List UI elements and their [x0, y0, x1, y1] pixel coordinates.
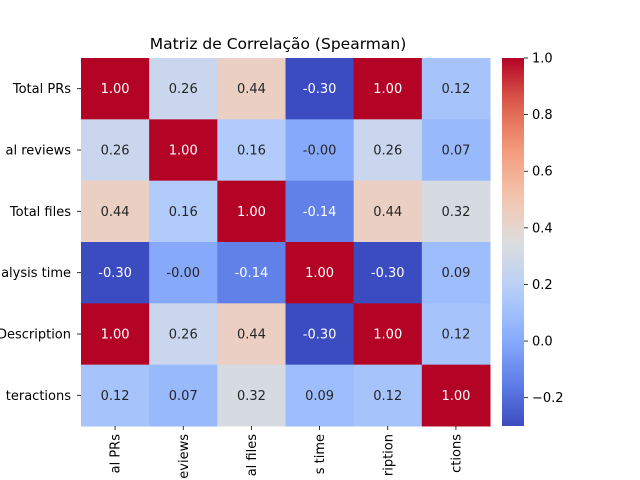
- heatmap-cell: [217, 242, 286, 304]
- cell-value-label: 1.00: [373, 328, 402, 343]
- column-tick-labels: al PRs eviews al files s time ription ctions: [109, 426, 464, 479]
- colorbar-tick-label: 0.8: [532, 108, 553, 123]
- heatmap-cell: [217, 119, 286, 182]
- heatmap-cell: [285, 58, 355, 120]
- heatmap-cell: [149, 58, 218, 120]
- heatmap-cell: [285, 119, 355, 182]
- heatmap-cell: [217, 364, 286, 427]
- cell-value-label: 0.26: [169, 328, 198, 343]
- cell-value-label: 0.44: [237, 82, 266, 97]
- heatmap-cell: [285, 180, 355, 243]
- cell-value-label: 0.26: [101, 144, 130, 159]
- cell-value-label: -0.30: [303, 328, 337, 343]
- heatmap-cell: [217, 58, 286, 120]
- cell-value-label: 0.09: [441, 266, 470, 281]
- heatmap-cell: [217, 303, 286, 366]
- heatmap-cell: [353, 364, 423, 427]
- cell-value-label: 0.09: [305, 389, 334, 404]
- cell-value-label: 0.12: [101, 389, 130, 404]
- cell-value-label: 0.26: [169, 82, 198, 97]
- heatmap-cell: [217, 180, 286, 243]
- row-tick-labels: Total PRs al reviews Total files alysis tim…: [0, 82, 81, 404]
- column-tick-label: al PRs: [109, 434, 124, 474]
- colorbar-tick-label: 0.4: [532, 221, 553, 236]
- heatmap-cell: [285, 303, 355, 366]
- heatmap-cell: [149, 303, 218, 366]
- heatmap-cell: [353, 119, 423, 182]
- colorbar-tick-label: 0.2: [532, 278, 553, 293]
- cell-value-label: -0.30: [98, 266, 132, 281]
- heatmap-cell: [353, 242, 423, 304]
- heatmap-cell: [81, 242, 150, 304]
- cell-value-label: 0.26: [373, 144, 402, 159]
- cell-value-label: -0.30: [371, 266, 405, 281]
- row-tick-label: alysis time: [1, 266, 71, 281]
- colorbar-tick-label: 0.6: [532, 165, 553, 180]
- heatmap-cell: [81, 119, 150, 182]
- cell-value-label: -0.30: [303, 82, 337, 97]
- heatmap-cell: [353, 180, 423, 243]
- heatmap-cell: [285, 364, 355, 427]
- cell-value-label: -0.14: [303, 205, 337, 220]
- chart-title: Matriz de Correlação (Spearman): [150, 35, 407, 53]
- cell-value-label: -0.00: [303, 144, 337, 159]
- colorbar: 1.0 0.8 0.6 0.4 0.2 0.0 −0.2: [502, 52, 564, 426]
- cell-value-label: 0.12: [441, 328, 470, 343]
- cell-value-label: 0.07: [441, 144, 470, 159]
- heatmap-cell: [421, 119, 491, 182]
- colorbar-tick-label: 0.0: [532, 335, 553, 350]
- cell-value-label: 0.12: [373, 389, 402, 404]
- heatmap-cell: [421, 58, 491, 120]
- row-tick-label: teractions: [6, 389, 71, 404]
- cell-value-label: 1.00: [373, 82, 402, 97]
- heatmap-cell: [353, 303, 423, 366]
- column-tick-label: al files: [245, 434, 260, 477]
- cell-value-label: 0.07: [169, 389, 198, 404]
- cell-value-label: 1.00: [237, 205, 266, 220]
- column-tick-label: s time: [313, 434, 328, 474]
- cell-value-label: 0.32: [237, 389, 266, 404]
- row-tick-label: al reviews: [6, 144, 72, 159]
- cell-value-label: 1.00: [305, 266, 334, 281]
- cell-value-label: 0.32: [441, 205, 470, 220]
- row-tick-label: Total files: [9, 205, 71, 220]
- row-tick-label: Total PRs: [12, 82, 71, 97]
- cell-value-label: -0.14: [235, 266, 269, 281]
- heatmap-cell: [285, 242, 355, 304]
- heatmap-cell: [149, 242, 218, 304]
- column-tick-label: eviews: [177, 434, 192, 479]
- colorbar-tick-label: 1.0: [532, 52, 553, 67]
- heatmap-cell: [81, 303, 150, 366]
- heatmap-cell: [149, 180, 218, 243]
- heatmap-cells: 1.00 0.26 0.44 -0.30 1.00 0.12 0.26 1.00 0.16 -0.…: [81, 58, 491, 427]
- cell-value-label: 0.12: [441, 82, 470, 97]
- cell-value-label: 0.44: [237, 328, 266, 343]
- heatmap-cell: [421, 180, 491, 243]
- column-tick-label: ctions: [449, 434, 464, 473]
- colorbar-gradient: [502, 58, 524, 426]
- heatmap-cell: [421, 364, 491, 427]
- colorbar-tick-label: −0.2: [532, 391, 564, 406]
- row-tick-label: Description: [0, 328, 71, 343]
- heatmap-cell: [421, 242, 491, 304]
- heatmap-cell: [149, 364, 218, 427]
- cell-value-label: 0.16: [169, 205, 198, 220]
- heatmap-cell: [81, 58, 150, 120]
- cell-value-label: 1.00: [101, 328, 130, 343]
- cell-value-label: -0.00: [166, 266, 200, 281]
- heatmap-cell: [81, 364, 150, 427]
- column-tick-label: ription: [381, 434, 396, 476]
- heatmap-cell: [149, 119, 218, 182]
- cell-value-label: 0.44: [373, 205, 402, 220]
- cell-value-label: 0.16: [237, 144, 266, 159]
- cell-value-label: 1.00: [441, 389, 470, 404]
- heatmap-cell: [421, 303, 491, 366]
- heatmap-cell: [81, 180, 150, 243]
- heatmap-cell: [353, 58, 423, 120]
- cell-value-label: 1.00: [101, 82, 130, 97]
- cell-value-label: 0.44: [101, 205, 130, 220]
- cell-value-label: 1.00: [169, 144, 198, 159]
